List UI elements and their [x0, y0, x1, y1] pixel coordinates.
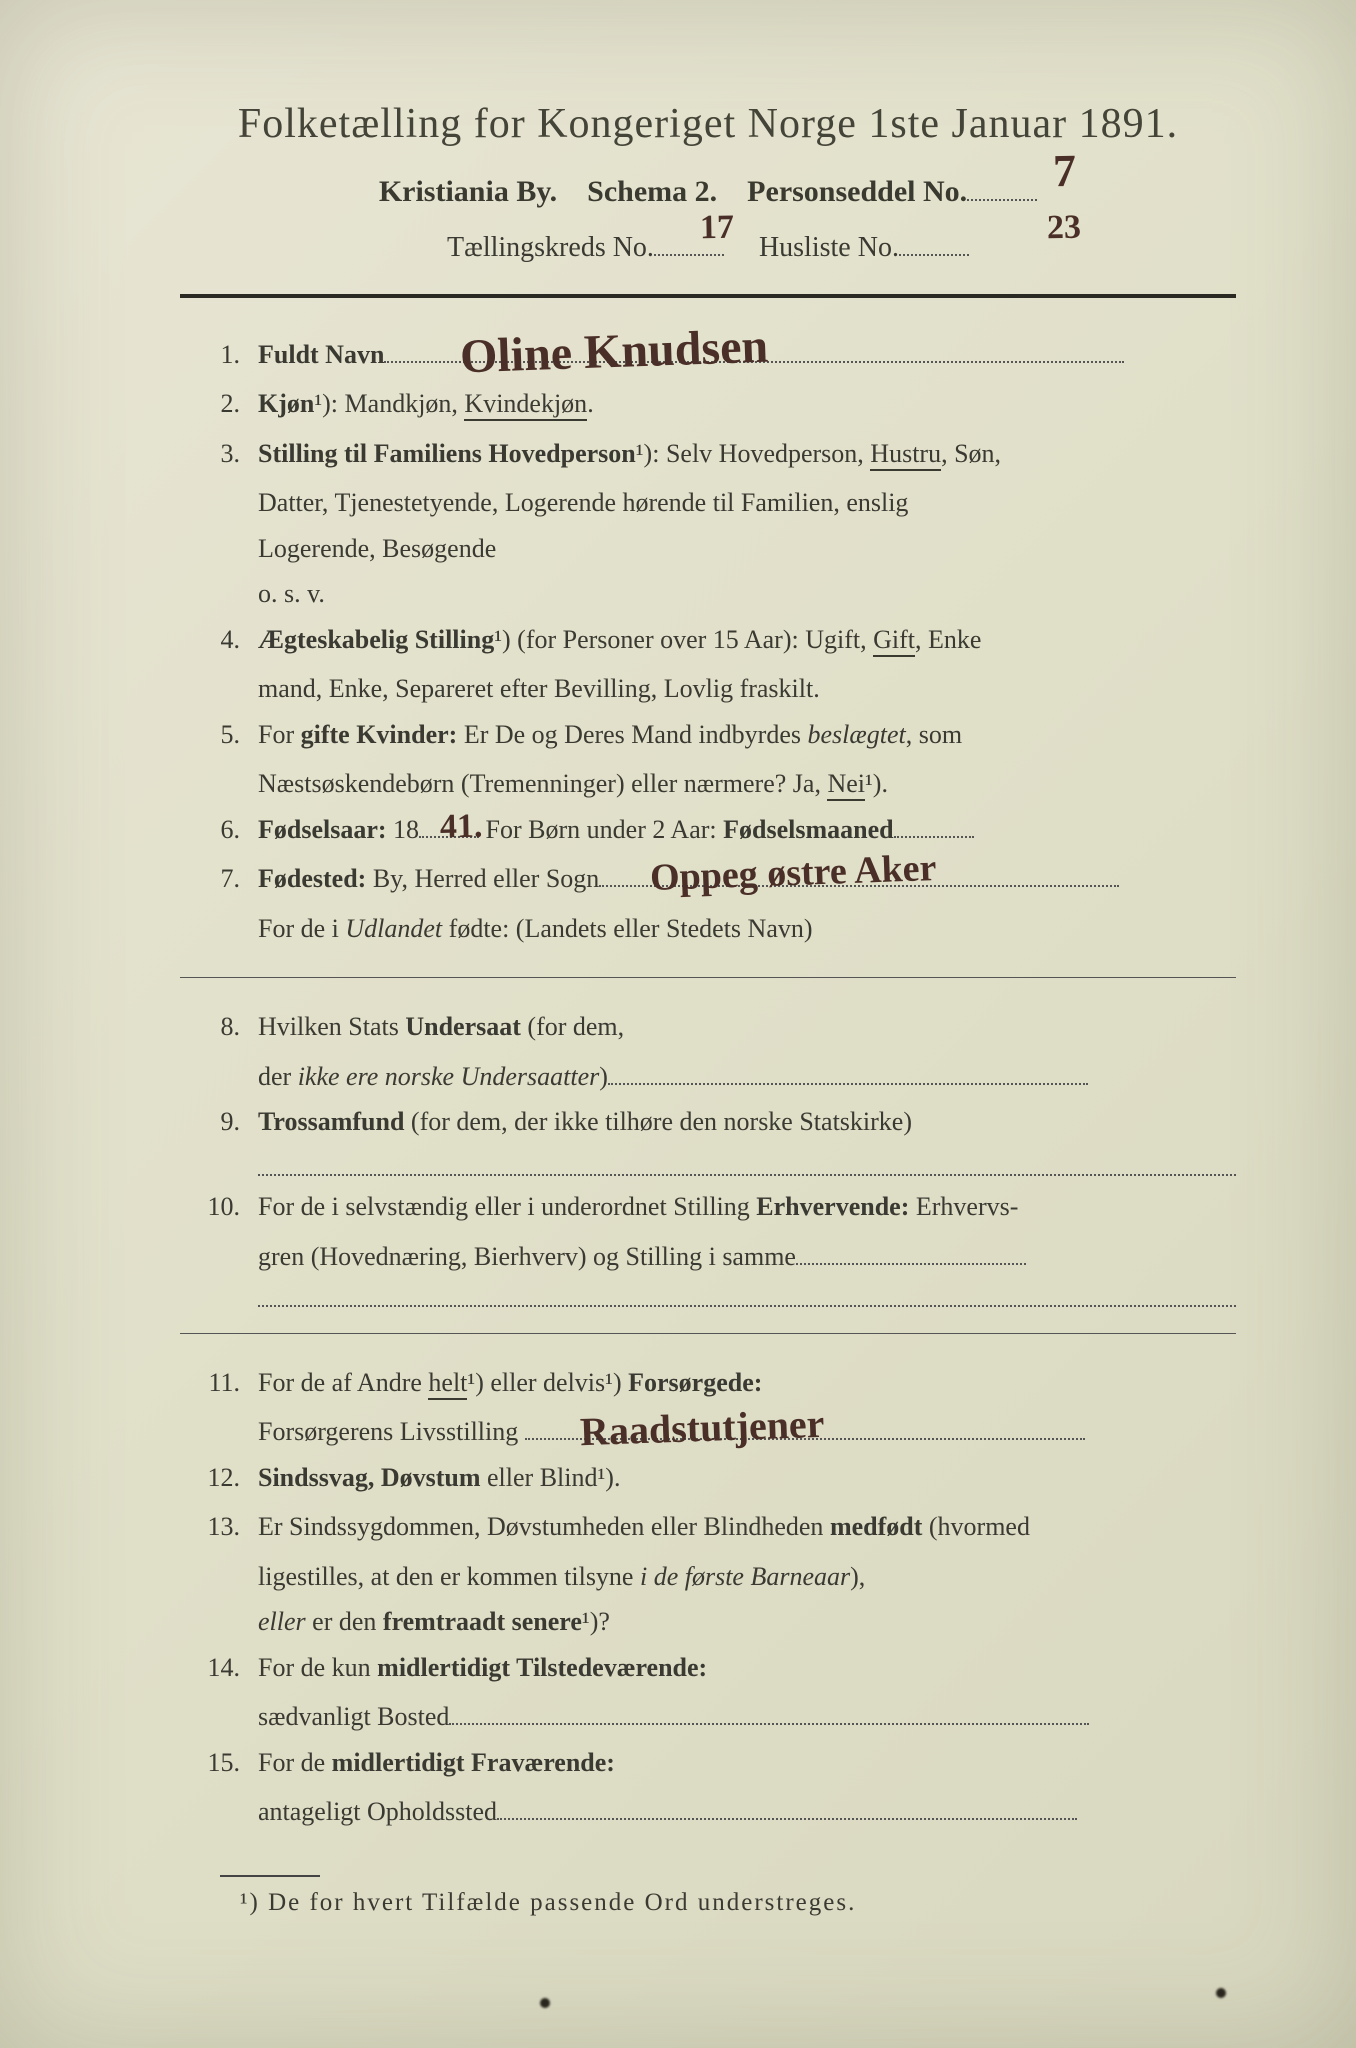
field-10-num: 10. [180, 1184, 258, 1230]
field-7-line2: For de i Udlandet fødte: (Landets eller … [180, 906, 1236, 952]
field-14: 14. For de kun midlertidigt Tilstedevære… [180, 1645, 1236, 1691]
mid-rule-1 [180, 977, 1236, 978]
field-5-line2: Næstsøskendebørn (Tremenninger) eller næ… [180, 761, 1236, 807]
field-4-num: 4. [180, 617, 258, 663]
field-6-num: 6. [180, 807, 258, 853]
kreds-value: 17 [700, 209, 735, 248]
field-8-num: 8. [180, 1004, 258, 1050]
husliste-field [899, 223, 969, 256]
field-15-num: 15. [180, 1740, 258, 1786]
top-rule [180, 294, 1236, 298]
field-2-label: Kjøn [258, 389, 314, 418]
field-4-label: Ægteskabelig Stilling [258, 625, 494, 654]
census-form-page: Folketælling for Kongeriget Norge 1ste J… [0, 0, 1356, 2048]
main-title: Folketælling for Kongeriget Norge 1ste J… [180, 100, 1236, 148]
field-4: 4. Ægteskabelig Stilling¹) (for Personer… [180, 617, 1236, 663]
birthyear-value: 41. [439, 796, 483, 856]
field-3-line2: Datter, Tjenestetyende, Logerende hørend… [180, 480, 1236, 526]
schema-label: Schema 2. [587, 175, 717, 208]
field-4-line2: mand, Enke, Separeret efter Bevilling, L… [180, 666, 1236, 712]
person-label: Personseddel No. [747, 175, 967, 208]
field-13: 13. Er Sindssygdommen, Døvstumheden elle… [180, 1504, 1236, 1550]
field-3-num: 3. [180, 431, 258, 477]
field-15: 15. For de midlertidigt Fraværende: [180, 1740, 1236, 1786]
field-8: 8. Hvilken Stats Undersaat (for dem, [180, 1004, 1236, 1050]
ink-spot-2 [1216, 1988, 1226, 1998]
footnote-text: De for hvert Tilfælde passende Ord under… [260, 1889, 857, 1916]
field-1-num: 1. [180, 332, 258, 378]
field-9-fill [258, 1149, 1236, 1177]
field-13-line2: ligestilles, at den er kommen tilsyne i … [180, 1554, 1236, 1600]
field-13-line3: eller er den fremtraadt senere¹)? [180, 1599, 1236, 1645]
field-2-body: Mandkjøn, [345, 389, 465, 418]
footnote: ¹) De for hvert Tilfælde passende Ord un… [240, 1889, 1236, 1917]
field-10-fill [258, 1279, 1236, 1307]
field-11-num: 11. [180, 1360, 258, 1406]
subtitle-line-2: Tællingskreds No. Husliste No. 17 23 [180, 223, 1236, 264]
footnote-rule [220, 1875, 320, 1877]
field-11-line2: Forsørgerens Livsstilling Raadstutjener [180, 1409, 1236, 1455]
field-9: 9. Trossamfund (for dem, der ikke tilhør… [180, 1099, 1236, 1145]
field-12-num: 12. [180, 1455, 258, 1501]
kreds-label: Tællingskreds No. [447, 232, 654, 263]
field-3-label: Stilling til Familiens Hovedperson [258, 439, 636, 468]
field-13-num: 13. [180, 1504, 258, 1550]
field-7: 7. Fødested: By, Herred eller Sogn Oppeg… [180, 856, 1236, 902]
ink-spot [540, 1998, 550, 2008]
field-10-line2: gren (Hovednæring, Bierhverv) og Stillin… [180, 1234, 1236, 1280]
field-10: 10. For de i selvstændig eller i underor… [180, 1184, 1236, 1230]
subtitle-line-1: Kristiania By. Schema 2. Personseddel No… [180, 166, 1236, 209]
field-3-underlined: Hustru [870, 439, 941, 471]
field-1: 1. Fuldt Navn Oline Knudsen [180, 332, 1236, 378]
field-5: 5. For gifte Kvinder: Er De og Deres Man… [180, 712, 1236, 758]
field-2-num: 2. [180, 381, 258, 427]
city-label: Kristiania By. [379, 175, 557, 208]
field-3-line3: Logerende, Besøgende [180, 526, 1236, 572]
field-9-num: 9. [180, 1099, 258, 1145]
field-15-line2: antageligt Opholdssted [180, 1789, 1236, 1835]
field-3-line4: o. s. v. [180, 571, 1236, 617]
husliste-label: Husliste No. [759, 232, 899, 263]
person-no-field [967, 166, 1037, 201]
field-14-num: 14. [180, 1645, 258, 1691]
field-5-num: 5. [180, 712, 258, 758]
name-value: Oline Knudsen [459, 304, 770, 399]
field-3: 3. Stilling til Familiens Hovedperson¹):… [180, 431, 1236, 477]
field-8-line2: der ikke ere norske Undersaatter) [180, 1054, 1236, 1100]
field-14-line2: sædvanligt Bosted [180, 1694, 1236, 1740]
provider-value: Raadstutjener [579, 1389, 826, 1467]
birthplace-value: Oppeg østre Aker [649, 835, 938, 911]
field-7-num: 7. [180, 856, 258, 902]
field-4-underlined: Gift [873, 625, 915, 657]
field-1-label: Fuldt Navn [258, 340, 384, 369]
mid-rule-2 [180, 1333, 1236, 1334]
footnote-marker: ¹) [240, 1889, 260, 1916]
husliste-value: 23 [1047, 209, 1082, 248]
person-no-value: 7 [1053, 144, 1077, 197]
